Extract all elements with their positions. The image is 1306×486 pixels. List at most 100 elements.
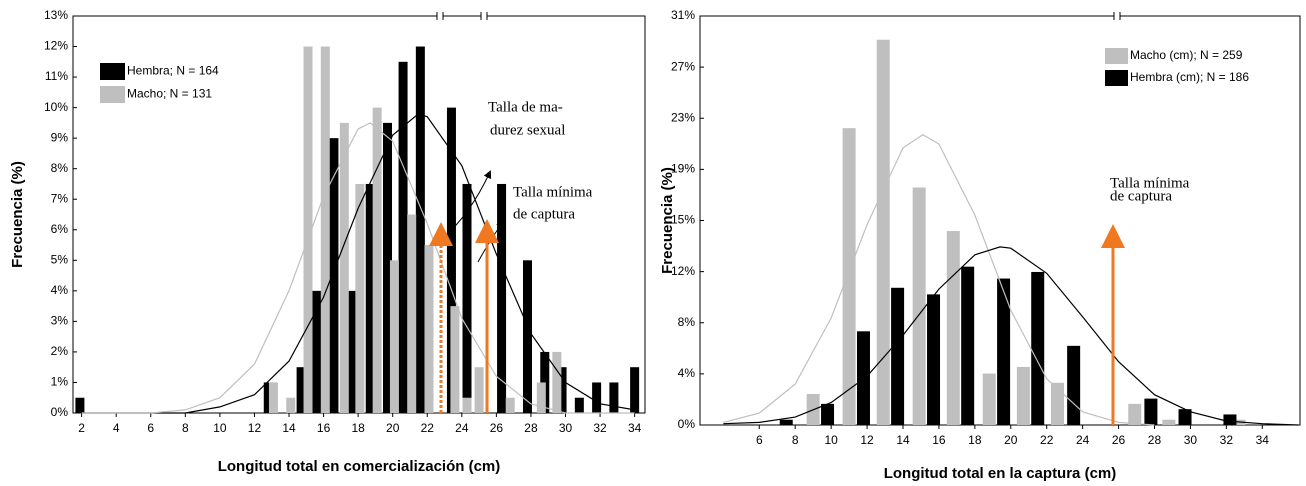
bar [961, 266, 975, 425]
bar [320, 46, 330, 414]
x-tick-label: 20 [1004, 433, 1018, 447]
bar [574, 397, 584, 413]
bar [424, 245, 434, 413]
bar [891, 287, 905, 425]
bar [263, 382, 273, 413]
bar [912, 187, 926, 425]
legend-swatch [1105, 70, 1128, 86]
bar [398, 61, 408, 414]
x-tick-label: 12 [860, 433, 874, 447]
bar [876, 39, 890, 426]
bar [462, 183, 472, 413]
x-tick-label: 28 [1148, 433, 1162, 447]
y-tick-label: 4% [51, 283, 69, 297]
bar [1016, 366, 1030, 425]
legend-label: Hembra (cm); N = 186 [1130, 70, 1249, 84]
x-tick-label: 18 [351, 421, 365, 435]
bar [536, 382, 546, 413]
legend-swatch [100, 86, 125, 103]
bar [1128, 403, 1142, 425]
y-axis-title: Frecuencia (%) [659, 167, 676, 274]
bar [842, 128, 856, 426]
y-tick-label: 1% [51, 375, 69, 389]
x-tick-label: 4 [113, 421, 120, 435]
y-tick-label: 2% [51, 344, 69, 358]
bar [365, 183, 375, 413]
bar [446, 107, 456, 413]
annotation: de captura [1110, 188, 1172, 204]
bar [997, 278, 1011, 425]
bar [407, 214, 417, 413]
annotation: durez sexual [490, 122, 565, 138]
y-tick-label: 10% [44, 100, 68, 114]
bar [505, 397, 515, 413]
legend-label: Hembra; N = 164 [127, 64, 219, 78]
x-tick-label: 34 [1256, 433, 1270, 447]
annotation: Talla mínima [513, 184, 593, 200]
y-tick-label: 15% [671, 213, 695, 227]
y-axis-title: Frecuencia (%) [9, 161, 26, 268]
bar [1178, 409, 1192, 425]
x-tick-label: 22 [1040, 433, 1054, 447]
x-tick-label: 10 [824, 433, 838, 447]
y-tick-label: 12% [44, 39, 68, 53]
bar [1162, 419, 1176, 425]
bar [497, 183, 507, 413]
x-tick-label: 26 [490, 421, 504, 435]
fit-curve [723, 133, 1155, 426]
x-tick-label: 34 [628, 421, 642, 435]
y-tick-label: 7% [51, 191, 69, 205]
bar [1031, 271, 1045, 425]
x-tick-label: 16 [932, 433, 946, 447]
legend-swatch [100, 63, 125, 80]
bar [1050, 382, 1064, 425]
x-tick-label: 30 [1184, 433, 1198, 447]
legend-label: Macho; N = 131 [127, 87, 212, 101]
x-tick-label: 26 [1112, 433, 1126, 447]
annotation: de captura [513, 206, 575, 222]
bar [630, 367, 640, 413]
x-tick-label: 32 [1220, 433, 1234, 447]
x-tick-label: 14 [282, 421, 296, 435]
x-tick-label: 18 [968, 433, 982, 447]
bar [522, 260, 532, 413]
y-tick-label: 8% [678, 315, 696, 329]
y-tick-label: 27% [671, 59, 695, 73]
annotation: Talla mínima [1110, 175, 1190, 191]
x-tick-label: 16 [317, 421, 331, 435]
bar [339, 122, 349, 413]
bar [462, 397, 472, 413]
bar [821, 403, 835, 425]
bar [779, 419, 793, 425]
x-tick-label: 32 [593, 421, 607, 435]
fit-curve [81, 122, 635, 414]
x-tick-label: 24 [455, 421, 469, 435]
legend-swatch [1105, 48, 1128, 64]
bar [389, 260, 399, 413]
axis-break [437, 14, 443, 18]
bar [609, 382, 619, 413]
axis-break [1114, 14, 1120, 18]
x-tick-label: 12 [248, 421, 262, 435]
y-tick-label: 23% [671, 110, 695, 124]
y-tick-label: 12% [671, 264, 695, 278]
x-tick-label: 6 [147, 421, 154, 435]
bar [268, 382, 278, 413]
bar [946, 231, 960, 425]
bar [372, 107, 382, 413]
bar [303, 46, 313, 414]
y-tick-label: 9% [51, 130, 69, 144]
bar [383, 122, 393, 413]
legend-label: Macho (cm); N = 259 [1130, 48, 1243, 62]
bar [557, 367, 567, 413]
x-tick-label: 10 [213, 421, 227, 435]
bar [474, 367, 484, 413]
y-tick-label: 5% [51, 252, 69, 266]
bar [927, 294, 941, 425]
bar [415, 46, 425, 414]
x-axis-title: Longitud total en comercialización (cm) [218, 458, 501, 475]
y-tick-label: 0% [51, 405, 69, 419]
axis-break [481, 14, 487, 18]
chart-panel: 0% 4% 8% 12% 15% 19% 23% 27% 31% 6 8 10 12 14 16 18 20 22… [659, 8, 1301, 482]
